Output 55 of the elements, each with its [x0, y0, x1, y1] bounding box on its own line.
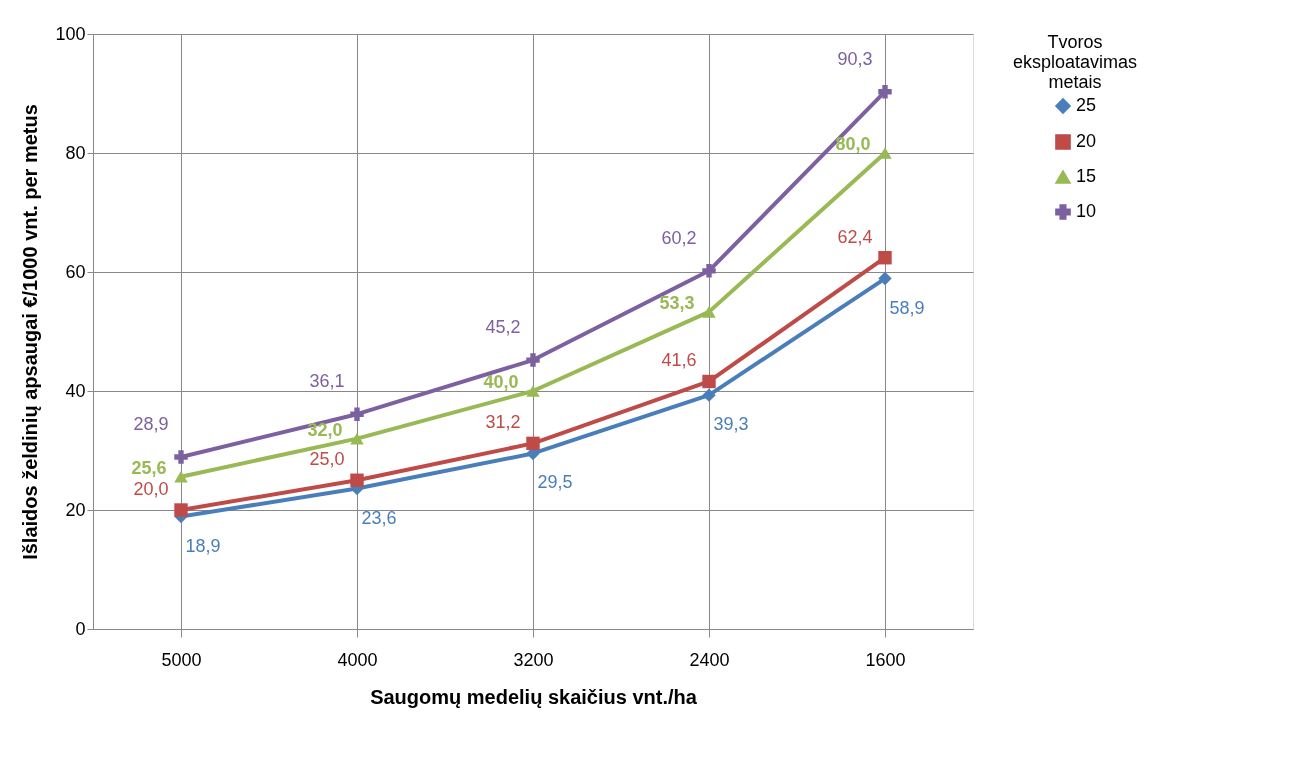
point [878, 251, 892, 265]
y-tick-label: 20 [65, 499, 86, 520]
data-label: 40,0 [483, 372, 519, 392]
y-tick-label: 0 [75, 618, 86, 639]
data-label: 36,1 [309, 371, 345, 392]
point [702, 388, 716, 402]
data-label: 23,6 [361, 507, 397, 528]
x-tick-label: 2400 [689, 649, 730, 670]
y-tick-label: 40 [65, 380, 86, 401]
data-label: 20,0 [133, 479, 169, 499]
y-axis-title: Išlaidos želdinių apsaugai €/1000 vnt. per metus [19, 104, 42, 560]
x-tick-label: 3200 [513, 649, 554, 670]
point [350, 407, 364, 421]
x-tick-label: 5000 [161, 649, 202, 670]
point [702, 306, 716, 318]
point [702, 264, 716, 278]
y-tick-label: 60 [65, 261, 86, 282]
x-tick-label: 1600 [865, 649, 906, 670]
point [526, 353, 540, 367]
point [878, 85, 892, 99]
legend-title: Tvoros eksploatavimas metais [1012, 32, 1138, 92]
data-label: 29,5 [537, 472, 573, 493]
data-label: 60,2 [661, 227, 697, 248]
legend-label: 25 [1076, 95, 1097, 115]
x-tick-label: 4000 [337, 649, 378, 670]
legend-label: 15 [1076, 166, 1097, 186]
legend-label: 20 [1076, 131, 1097, 151]
point [878, 147, 892, 159]
x-axis-title: Saugomų medelių skaičius vnt./ha [370, 685, 698, 708]
data-label: 41,6 [661, 350, 697, 371]
data-label: 90,3 [837, 48, 873, 69]
data-label: 31,2 [485, 412, 521, 433]
data-label: 58,9 [889, 297, 925, 318]
point [174, 470, 188, 483]
point [350, 432, 364, 445]
y-tick-label: 80 [65, 142, 86, 163]
point [526, 436, 540, 451]
data-label: 39,3 [713, 414, 749, 435]
data-label: 18,9 [185, 535, 221, 556]
y-tick-label: 100 [55, 23, 86, 44]
legend-label: 10 [1076, 201, 1097, 221]
point [878, 271, 892, 286]
point [174, 450, 188, 464]
data-label: 25,0 [309, 449, 345, 470]
data-label: 53,3 [659, 292, 695, 313]
point [526, 385, 540, 397]
data-label: 25,6 [131, 457, 167, 478]
point [350, 473, 364, 487]
point [702, 374, 716, 389]
data-label: 45,2 [485, 317, 521, 338]
data-label: 32,0 [307, 419, 343, 440]
data-label: 28,9 [133, 414, 169, 435]
point [174, 503, 188, 517]
data-label: 62,4 [837, 226, 873, 247]
data-label: 80,0 [835, 134, 871, 154]
